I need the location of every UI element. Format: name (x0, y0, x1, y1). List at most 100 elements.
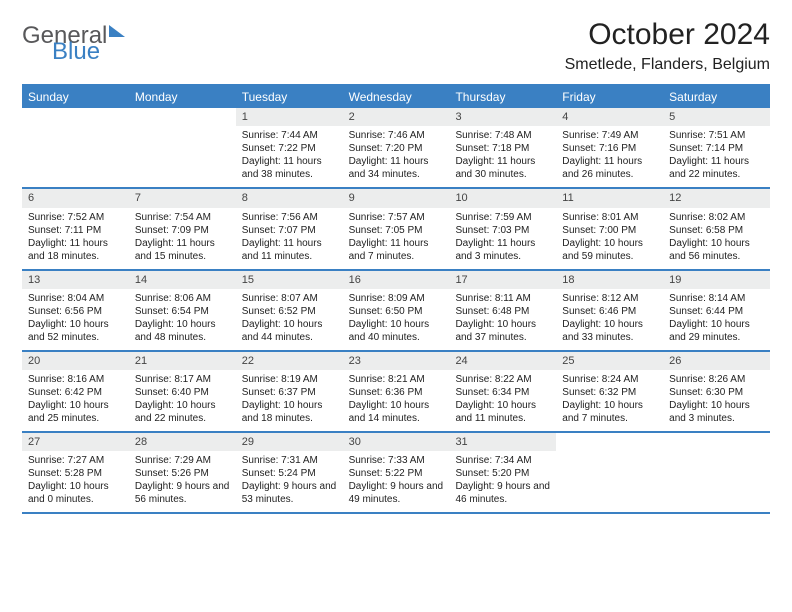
day-number: 30 (343, 433, 450, 451)
calendar-cell: 16Sunrise: 8:09 AMSunset: 6:50 PMDayligh… (343, 271, 450, 350)
dow-sunday: Sunday (22, 86, 129, 108)
daylight-text: Daylight: 10 hours and 48 minutes. (135, 318, 230, 344)
daylight-text: Daylight: 10 hours and 37 minutes. (455, 318, 550, 344)
sunrise-text: Sunrise: 8:21 AM (349, 373, 444, 386)
daylight-text: Daylight: 10 hours and 11 minutes. (455, 399, 550, 425)
sunrise-text: Sunrise: 8:04 AM (28, 292, 123, 305)
day-number: 20 (22, 352, 129, 370)
calendar-cell: 7Sunrise: 7:54 AMSunset: 7:09 PMDaylight… (129, 189, 236, 268)
dow-tuesday: Tuesday (236, 86, 343, 108)
sunset-text: Sunset: 6:52 PM (242, 305, 337, 318)
sunset-text: Sunset: 6:46 PM (562, 305, 657, 318)
daylight-text: Daylight: 11 hours and 7 minutes. (349, 237, 444, 263)
sunset-text: Sunset: 5:22 PM (349, 467, 444, 480)
sunrise-text: Sunrise: 8:12 AM (562, 292, 657, 305)
daylight-text: Daylight: 10 hours and 0 minutes. (28, 480, 123, 506)
header: General Blue October 2024 Smetlede, Flan… (22, 18, 770, 74)
sunrise-text: Sunrise: 7:52 AM (28, 211, 123, 224)
day-number: 28 (129, 433, 236, 451)
sunrise-text: Sunrise: 7:57 AM (349, 211, 444, 224)
sunrise-text: Sunrise: 7:27 AM (28, 454, 123, 467)
calendar-cell: 18Sunrise: 8:12 AMSunset: 6:46 PMDayligh… (556, 271, 663, 350)
sunset-text: Sunset: 6:50 PM (349, 305, 444, 318)
calendar-cell: 27Sunrise: 7:27 AMSunset: 5:28 PMDayligh… (22, 433, 129, 512)
daylight-text: Daylight: 9 hours and 46 minutes. (455, 480, 550, 506)
daylight-text: Daylight: 10 hours and 3 minutes. (669, 399, 764, 425)
daylight-text: Daylight: 10 hours and 7 minutes. (562, 399, 657, 425)
daylight-text: Daylight: 10 hours and 59 minutes. (562, 237, 657, 263)
sunset-text: Sunset: 7:14 PM (669, 142, 764, 155)
day-number: 13 (22, 271, 129, 289)
daylight-text: Daylight: 10 hours and 22 minutes. (135, 399, 230, 425)
daylight-text: Daylight: 9 hours and 53 minutes. (242, 480, 337, 506)
calendar-cell: 11Sunrise: 8:01 AMSunset: 7:00 PMDayligh… (556, 189, 663, 268)
daylight-text: Daylight: 11 hours and 15 minutes. (135, 237, 230, 263)
calendar-cell: 9Sunrise: 7:57 AMSunset: 7:05 PMDaylight… (343, 189, 450, 268)
day-number: 14 (129, 271, 236, 289)
daylight-text: Daylight: 10 hours and 33 minutes. (562, 318, 657, 344)
day-number: 15 (236, 271, 343, 289)
dow-friday: Friday (556, 86, 663, 108)
calendar-cell: 5Sunrise: 7:51 AMSunset: 7:14 PMDaylight… (663, 108, 770, 187)
calendar-cell: 31Sunrise: 7:34 AMSunset: 5:20 PMDayligh… (449, 433, 556, 512)
calendar-cell: 13Sunrise: 8:04 AMSunset: 6:56 PMDayligh… (22, 271, 129, 350)
cell-body: Sunrise: 7:52 AMSunset: 7:11 PMDaylight:… (22, 208, 129, 269)
sunset-text: Sunset: 6:36 PM (349, 386, 444, 399)
sunset-text: Sunset: 7:16 PM (562, 142, 657, 155)
logo-sail-icon (109, 25, 125, 37)
week-row: 27Sunrise: 7:27 AMSunset: 5:28 PMDayligh… (22, 433, 770, 514)
calendar-cell (556, 433, 663, 512)
day-number: 19 (663, 271, 770, 289)
cell-body: Sunrise: 8:19 AMSunset: 6:37 PMDaylight:… (236, 370, 343, 431)
calendar-cell: 8Sunrise: 7:56 AMSunset: 7:07 PMDaylight… (236, 189, 343, 268)
sunset-text: Sunset: 5:20 PM (455, 467, 550, 480)
daylight-text: Daylight: 10 hours and 25 minutes. (28, 399, 123, 425)
sunset-text: Sunset: 6:48 PM (455, 305, 550, 318)
sunset-text: Sunset: 7:00 PM (562, 224, 657, 237)
calendar-cell: 4Sunrise: 7:49 AMSunset: 7:16 PMDaylight… (556, 108, 663, 187)
calendar-cell: 25Sunrise: 8:24 AMSunset: 6:32 PMDayligh… (556, 352, 663, 431)
week-row: 1Sunrise: 7:44 AMSunset: 7:22 PMDaylight… (22, 108, 770, 189)
cell-body: Sunrise: 7:27 AMSunset: 5:28 PMDaylight:… (22, 451, 129, 512)
sunrise-text: Sunrise: 8:07 AM (242, 292, 337, 305)
day-number: 29 (236, 433, 343, 451)
day-number: 2 (343, 108, 450, 126)
calendar-cell: 26Sunrise: 8:26 AMSunset: 6:30 PMDayligh… (663, 352, 770, 431)
sunset-text: Sunset: 7:11 PM (28, 224, 123, 237)
calendar-cell: 10Sunrise: 7:59 AMSunset: 7:03 PMDayligh… (449, 189, 556, 268)
week-row: 6Sunrise: 7:52 AMSunset: 7:11 PMDaylight… (22, 189, 770, 270)
cell-body: Sunrise: 7:48 AMSunset: 7:18 PMDaylight:… (449, 126, 556, 187)
page: General Blue October 2024 Smetlede, Flan… (0, 0, 792, 532)
sunrise-text: Sunrise: 8:02 AM (669, 211, 764, 224)
sunrise-text: Sunrise: 7:44 AM (242, 129, 337, 142)
cell-body: Sunrise: 8:02 AMSunset: 6:58 PMDaylight:… (663, 208, 770, 269)
sunset-text: Sunset: 7:18 PM (455, 142, 550, 155)
calendar-cell: 30Sunrise: 7:33 AMSunset: 5:22 PMDayligh… (343, 433, 450, 512)
month-title: October 2024 (565, 18, 770, 52)
sunrise-text: Sunrise: 7:46 AM (349, 129, 444, 142)
sunset-text: Sunset: 5:24 PM (242, 467, 337, 480)
sunset-text: Sunset: 6:40 PM (135, 386, 230, 399)
cell-body: Sunrise: 8:11 AMSunset: 6:48 PMDaylight:… (449, 289, 556, 350)
cell-body: Sunrise: 8:04 AMSunset: 6:56 PMDaylight:… (22, 289, 129, 350)
sunset-text: Sunset: 7:05 PM (349, 224, 444, 237)
daylight-text: Daylight: 11 hours and 38 minutes. (242, 155, 337, 181)
sunrise-text: Sunrise: 7:51 AM (669, 129, 764, 142)
sunset-text: Sunset: 6:42 PM (28, 386, 123, 399)
sunrise-text: Sunrise: 8:19 AM (242, 373, 337, 386)
sunrise-text: Sunrise: 8:24 AM (562, 373, 657, 386)
sunrise-text: Sunrise: 8:11 AM (455, 292, 550, 305)
sunrise-text: Sunrise: 8:14 AM (669, 292, 764, 305)
daylight-text: Daylight: 11 hours and 34 minutes. (349, 155, 444, 181)
cell-body: Sunrise: 7:31 AMSunset: 5:24 PMDaylight:… (236, 451, 343, 512)
cell-body: Sunrise: 8:14 AMSunset: 6:44 PMDaylight:… (663, 289, 770, 350)
daylight-text: Daylight: 11 hours and 18 minutes. (28, 237, 123, 263)
cell-body: Sunrise: 8:12 AMSunset: 6:46 PMDaylight:… (556, 289, 663, 350)
daylight-text: Daylight: 11 hours and 30 minutes. (455, 155, 550, 181)
day-number (22, 108, 129, 126)
calendar-cell: 24Sunrise: 8:22 AMSunset: 6:34 PMDayligh… (449, 352, 556, 431)
sunrise-text: Sunrise: 8:22 AM (455, 373, 550, 386)
sunrise-text: Sunrise: 7:29 AM (135, 454, 230, 467)
day-number: 8 (236, 189, 343, 207)
day-number (556, 433, 663, 451)
